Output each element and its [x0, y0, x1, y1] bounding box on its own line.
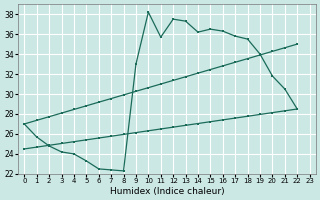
X-axis label: Humidex (Indice chaleur): Humidex (Indice chaleur): [110, 187, 224, 196]
